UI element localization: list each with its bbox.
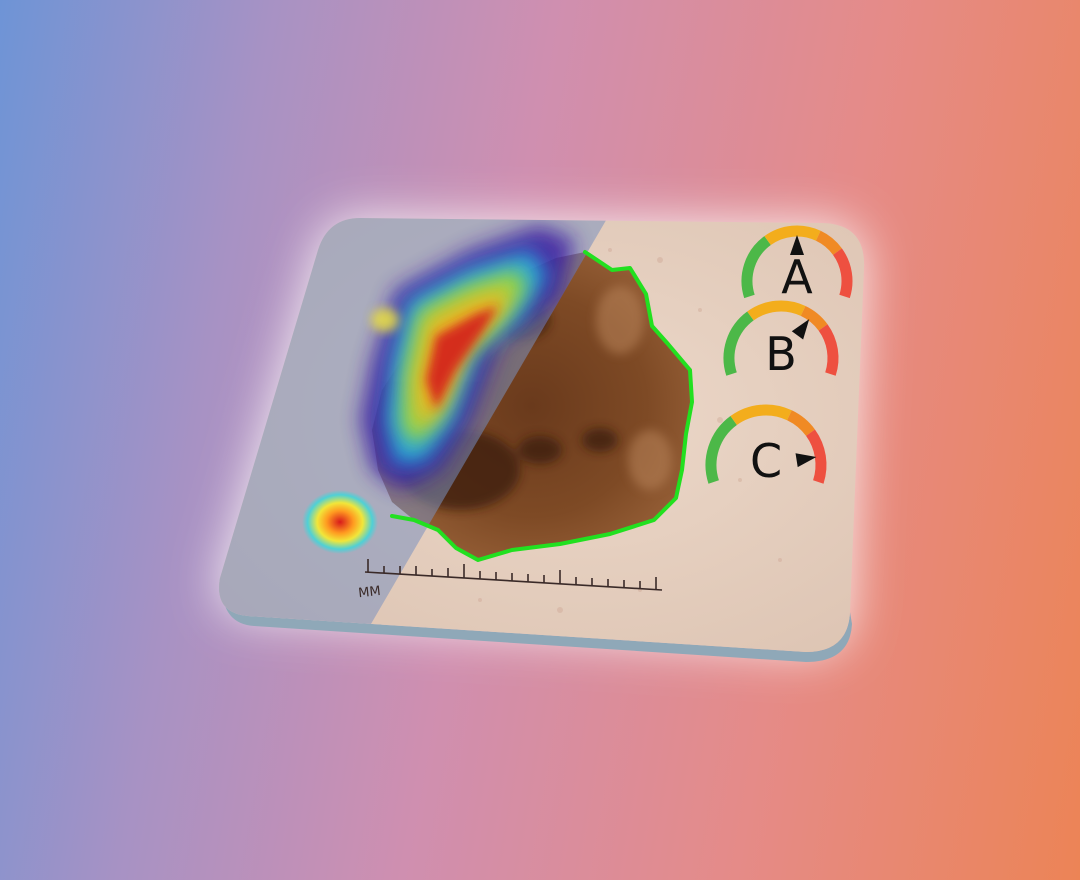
- gauge-b: B: [723, 300, 839, 381]
- skin-texture: [478, 248, 782, 613]
- gauge-a: A: [741, 225, 853, 304]
- heatmap: [302, 225, 575, 554]
- gauge-pointer: [791, 319, 810, 340]
- gauge-segment: [815, 230, 842, 256]
- gauge-letter: A: [781, 250, 813, 304]
- risk-gauges: ABC: [705, 225, 853, 488]
- gauge-segment: [705, 416, 738, 484]
- gauge-letter: C: [750, 434, 782, 488]
- gauge-segment: [832, 248, 853, 299]
- gauge-letter: B: [765, 327, 797, 381]
- lesion-border: [390, 250, 694, 562]
- dermoscopy-card: MM: [219, 218, 865, 652]
- gauge-segment: [730, 404, 792, 426]
- gauge-pointer: [795, 453, 817, 468]
- scale-ruler: [364, 559, 663, 591]
- gauge-segment: [723, 311, 754, 376]
- gauge-segment: [818, 324, 839, 376]
- gauge-pointer: [790, 235, 804, 255]
- ruler-unit-label: MM: [358, 584, 382, 601]
- gauge-segment: [764, 225, 821, 246]
- gauge-segment: [805, 429, 827, 484]
- lesion-light-patches: [596, 286, 672, 490]
- card-edge: [219, 578, 853, 662]
- gauge-segment: [786, 410, 815, 437]
- gauge-c: C: [705, 404, 827, 488]
- gauge-segment: [741, 236, 772, 299]
- gauge-segment: [747, 300, 806, 321]
- gauge-segment: [800, 305, 828, 331]
